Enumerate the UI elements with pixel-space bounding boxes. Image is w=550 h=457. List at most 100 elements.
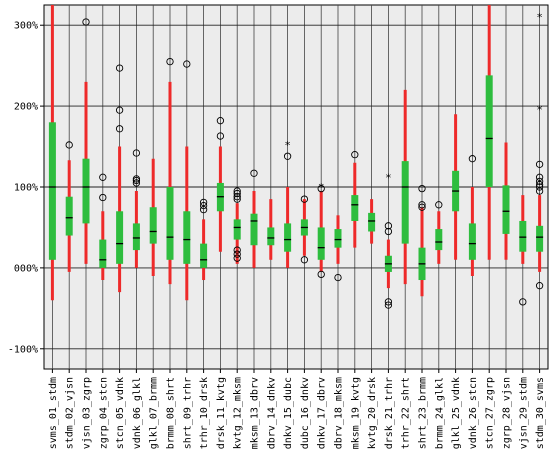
x-tick-label: dnkv_17_dbrv [317, 377, 328, 449]
x-tick-label: trhr_22_shrt [401, 377, 412, 449]
outlier-point [233, 254, 241, 262]
outlier-point [233, 195, 241, 203]
box-group [233, 187, 241, 264]
box [401, 161, 409, 244]
x-tick-label: svms_01_stdm [48, 377, 59, 449]
outlier-point [418, 203, 426, 211]
outlier-point [199, 198, 208, 207]
x-tick-label: kvtg_12_mksm [233, 377, 244, 449]
box [48, 122, 56, 260]
outlier-point [384, 222, 393, 230]
box-group [250, 169, 258, 268]
box-group [149, 158, 157, 276]
x-tick-label: mksm_13_dbrv [250, 377, 261, 449]
box-group [452, 114, 460, 260]
x-tick-label: brmm_24_glkl [434, 377, 445, 449]
outlier-point [250, 169, 258, 177]
x-tick-label: glkl_07_brmm [149, 377, 160, 449]
box-group [401, 89, 409, 285]
box-group [199, 198, 208, 281]
outlier-point [334, 273, 342, 282]
box [502, 185, 510, 234]
box [132, 223, 140, 251]
box-group [418, 184, 426, 297]
outlier-point [115, 106, 124, 114]
box-group [485, 5, 493, 260]
box-group [99, 173, 107, 281]
box-group [216, 117, 225, 252]
outlier-point [384, 298, 393, 306]
box-group [435, 201, 443, 264]
outlier-point [233, 193, 241, 201]
outlier-point [351, 150, 359, 159]
outlier-point [199, 201, 208, 210]
box [368, 212, 376, 232]
star-marker: * [537, 103, 543, 116]
box [536, 225, 544, 252]
x-tick-label: drsk_21_trhr [384, 377, 395, 449]
outlier-point [216, 132, 225, 140]
box-group [368, 199, 376, 244]
box [166, 187, 174, 260]
x-tick-label: kvtg_20_drsk [367, 377, 378, 449]
outlier-point [233, 250, 241, 258]
outlier-point [300, 195, 309, 203]
x-tick-label: stdm_02_vjsn [65, 377, 76, 449]
box-group [351, 150, 359, 248]
x-tick-label: vdnk_06_glkl [132, 377, 143, 449]
box-group [300, 195, 309, 264]
x-tick-label: dbrv_14_dnkv [266, 377, 277, 449]
x-tick-label: shrt_09_trhr [182, 377, 193, 449]
outlier-point [418, 184, 426, 193]
box-series: * * * * * [48, 5, 544, 309]
box [435, 229, 443, 251]
box-group [115, 64, 124, 293]
outlier-point [115, 125, 124, 133]
x-tick-label: stcn_27_zgrp [485, 377, 496, 449]
box-group [132, 149, 141, 268]
outlier-point [468, 155, 477, 163]
x-tick-label: zgrp_04_stcn [98, 377, 109, 449]
outlier-point [132, 179, 141, 187]
y-tick-label: 100% [14, 183, 38, 194]
outlier-point [519, 298, 527, 306]
box-group [535, 160, 544, 290]
box-group [317, 184, 325, 279]
x-tick-label: vjsn_03_zgrp [82, 377, 93, 449]
box [468, 223, 476, 260]
x-tick-label: brmm_08_shrt [166, 377, 177, 449]
box [250, 213, 258, 246]
box [65, 196, 73, 236]
y-tick-label: -100% [8, 344, 38, 355]
box [485, 75, 493, 187]
outlier-point [99, 173, 107, 181]
outlier-point [535, 180, 544, 189]
outlier-point [99, 193, 107, 202]
x-axis-ticks: svms_01_stdm stdm_02_vjsn vjsn_03_zgrp zgrp… [48, 369, 546, 449]
outlier-point [384, 301, 393, 309]
outlier-point [233, 189, 241, 198]
box-group [183, 60, 191, 301]
outlier-point [233, 246, 241, 254]
outlier-point [65, 141, 73, 149]
x-tick-label: drsk_11_kvtg [216, 377, 227, 449]
box [284, 223, 292, 252]
box [82, 158, 90, 224]
outlier-point [183, 60, 191, 68]
outlier-point [535, 282, 544, 290]
star-marker: * [285, 139, 291, 152]
star-marker: * [537, 11, 543, 24]
outlier-point [199, 205, 208, 214]
star-marker: * [386, 171, 392, 184]
y-tick-label: 200% [14, 102, 38, 113]
box [519, 220, 527, 252]
box-group [519, 195, 527, 306]
box [200, 243, 208, 268]
x-tick-label: mksm_19_kvtg [350, 377, 361, 449]
outlier-point [283, 152, 292, 160]
box [116, 211, 124, 264]
outlier-point [435, 201, 443, 209]
outlier-point [216, 117, 225, 125]
x-tick-label: stdm_30_svms [535, 377, 546, 449]
